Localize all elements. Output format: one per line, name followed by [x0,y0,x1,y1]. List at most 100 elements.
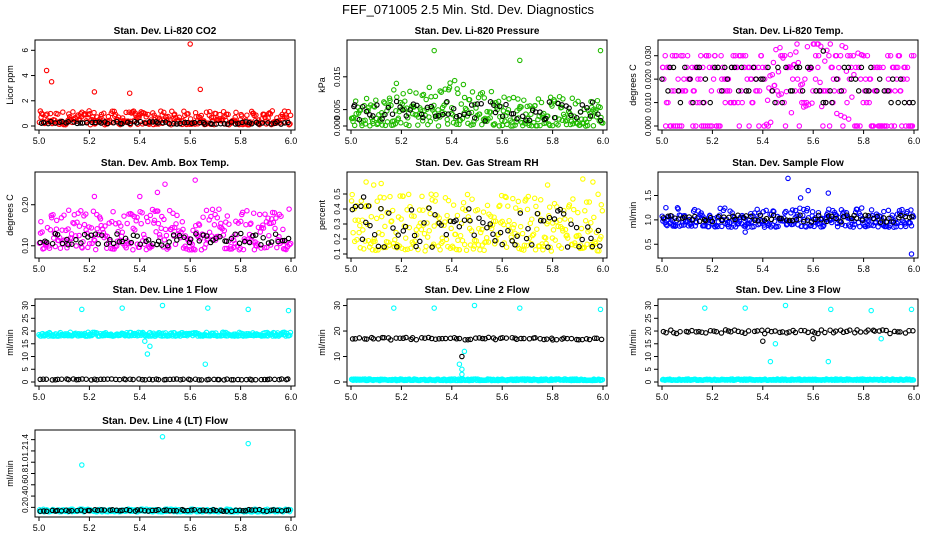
data-point-green [518,104,524,110]
data-point-black [456,223,463,230]
outlier-point-cyan [908,306,915,313]
data-point-black [197,119,203,126]
data-point-magenta [794,41,800,47]
data-point-magenta [860,99,866,106]
outlier-point-red [48,79,55,85]
data-point-cyan [910,377,917,383]
x-tick-label: 5.8 [234,136,247,146]
data-point-yellow [566,202,573,208]
data-point-black [246,506,252,513]
panel-title: Stan. Dev. Li-820 Pressure [415,26,540,37]
data-point-magenta [845,116,852,122]
data-point-magenta [162,226,169,233]
data-point-yellow [515,198,522,205]
outlier-point-cyan [119,305,125,311]
data-point-yellow [519,230,526,237]
data-point-magenta [783,88,790,95]
data-point-magenta [860,52,867,59]
data-point-green [428,94,434,100]
data-point-black [696,218,703,225]
data-point-yellow [357,222,363,229]
panel-1: Stan. Dev. Li-820 CO2 Licor ppm 5.0 5.2 5.4 5… [5,26,297,146]
data-point-magenta [76,223,83,229]
outlier-point-yellow [580,176,586,182]
data-point-black [523,235,530,242]
data-point-black [83,376,89,382]
data-point-magenta [172,241,179,248]
data-point-black [838,219,844,225]
data-point-green [432,93,439,100]
data-point-black [223,238,230,245]
panel-6: Stan. Dev. Sample Flow ml/min 5.0 5.2 5.4 5.6… [628,158,920,274]
data-point-yellow [583,199,590,205]
data-point-black [519,113,526,120]
data-point-magenta [746,123,752,129]
panel-title: Stan. Dev. Line 4 (LT) Flow [102,416,228,427]
y-tick-label: 4 [21,73,30,78]
data-point-black [422,335,428,341]
data-point-black [597,243,603,249]
data-point-red [171,111,178,118]
data-point-yellow [356,229,362,236]
y-tick-label: 0.000 [644,115,653,136]
data-point-black [857,329,864,335]
y-tick-label: 0.20 [21,196,30,212]
data-point-black [568,112,574,119]
data-point-blue [722,205,728,211]
data-point-black [529,242,535,248]
y-tick-label: 5 [21,366,30,371]
data-point-black [471,232,477,238]
data-point-yellow [411,213,417,219]
data-point-black [799,88,806,94]
data-point-magenta [707,123,713,129]
data-point-magenta [222,245,228,252]
data-point-black [456,112,463,119]
data-point-black [122,235,129,242]
data-point-black [467,217,473,224]
data-point-black [71,119,77,125]
data-point-black [822,329,828,336]
data-point-magenta [138,220,144,227]
data-point-magenta [902,64,908,71]
x-tick-label: 5.4 [757,264,770,274]
outlier-point-cyan [142,338,148,344]
data-point-black [798,327,804,334]
data-point-magenta [740,52,746,59]
series-points [659,175,917,257]
x-tick-label: 5.4 [446,136,459,146]
data-point-green [454,86,460,92]
data-point-black [777,329,783,336]
data-point-black [92,231,99,237]
data-point-black [177,376,184,383]
data-point-yellow [558,245,565,251]
data-point-black [825,213,832,219]
x-tick-label: 5.6 [496,392,509,402]
data-point-black [768,216,775,223]
data-point-yellow [437,247,443,253]
data-point-yellow [369,247,376,253]
data-point-yellow [423,243,429,250]
data-point-magenta [690,123,696,129]
data-point-yellow [485,239,492,245]
data-point-black [672,215,678,221]
data-point-black [170,120,177,127]
data-point-black [719,88,725,94]
data-point-black [181,119,188,126]
data-point-black [394,244,400,250]
data-point-magenta [102,223,108,229]
data-point-black [906,99,913,106]
data-point-black [349,206,356,213]
data-point-green [598,114,604,121]
y-tick-label: 1.0 [21,456,30,468]
data-point-magenta [270,219,277,226]
data-point-black [240,508,246,514]
data-point-black [69,241,75,247]
x-tick-label: 5.8 [546,392,559,402]
data-point-yellow [443,236,450,243]
data-point-magenta [714,123,720,129]
data-point-green [567,121,574,128]
series-points [348,47,606,129]
data-point-black [797,212,803,218]
data-point-yellow [479,226,485,233]
data-point-yellow [413,227,420,233]
